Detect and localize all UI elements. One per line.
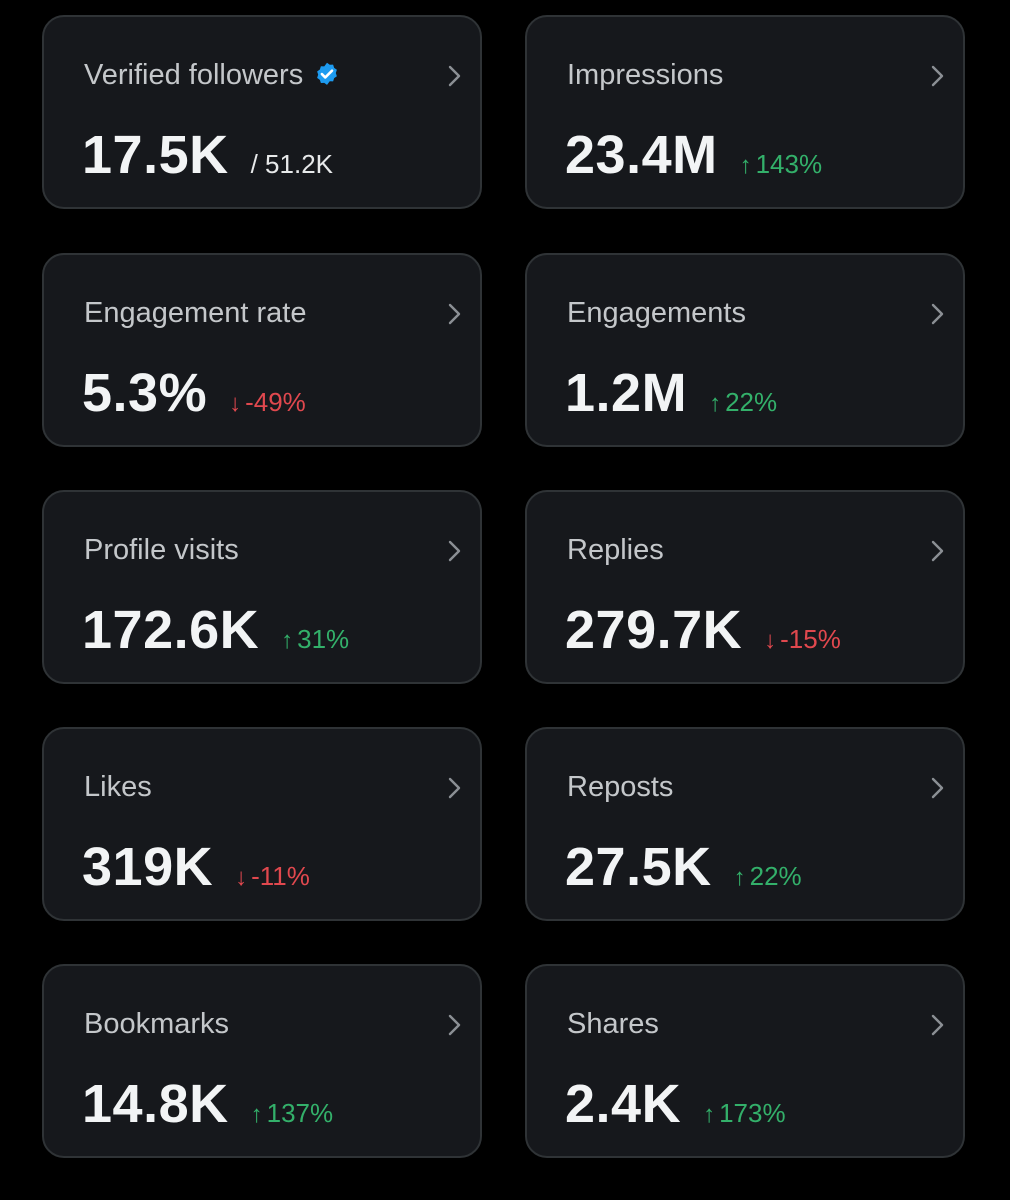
arrow-up-icon: ↑ (250, 1101, 263, 1128)
change-indicator: ↑ 22% (734, 861, 802, 892)
card-title: Impressions (567, 57, 723, 93)
chevron-right-icon (931, 540, 944, 562)
metric-value: 172.6K (82, 600, 260, 660)
change-percent: 173% (719, 1098, 786, 1128)
card-title-label: Reposts (567, 771, 674, 803)
arrow-down-icon: ↓ (764, 627, 777, 654)
change-indicator: ↑ 143% (740, 149, 823, 180)
chevron-right-icon (448, 65, 461, 87)
chevron-right-icon (448, 777, 461, 799)
card-title-label: Likes (84, 771, 152, 803)
card-shares[interactable]: Shares 2.4K ↑ 173% (525, 964, 965, 1158)
arrow-up-icon: ↑ (281, 627, 294, 654)
card-verified-followers[interactable]: Verified followers 17.5K / 51.2K (42, 15, 482, 209)
card-profile-visits[interactable]: Profile visits 172.6K ↑ 31% (42, 490, 482, 684)
chevron-right-icon (931, 65, 944, 87)
card-replies[interactable]: Replies 279.7K ↓ -15% (525, 490, 965, 684)
card-title: Profile visits (84, 532, 239, 568)
change-percent: 22% (749, 861, 802, 891)
chevron-right-icon (448, 1014, 461, 1036)
card-impressions[interactable]: Impressions 23.4M ↑ 143% (525, 15, 965, 209)
change-percent: -15% (780, 624, 841, 654)
card-title: Replies (567, 532, 664, 568)
change-percent: 31% (297, 624, 350, 654)
metric-value: 23.4M (565, 125, 718, 185)
change-indicator: ↑ 22% (709, 387, 777, 418)
chevron-right-icon (448, 303, 461, 325)
card-title-label: Engagement rate (84, 297, 307, 329)
change-indicator: ↑ 173% (703, 1098, 786, 1129)
arrow-down-icon: ↓ (229, 390, 242, 417)
metric-value: 27.5K (565, 837, 712, 897)
value-row: 14.8K ↑ 137% (82, 1074, 333, 1134)
card-engagement-rate[interactable]: Engagement rate 5.3% ↓ -49% (42, 253, 482, 447)
card-title: Engagement rate (84, 295, 306, 331)
value-row: 1.2M ↑ 22% (565, 363, 777, 423)
metric-value: 279.7K (565, 600, 743, 660)
chevron-right-icon (448, 540, 461, 562)
chevron-right-icon (931, 303, 944, 325)
arrow-down-icon: ↓ (235, 864, 248, 891)
change-percent: 143% (755, 149, 823, 179)
card-title-label: Verified followers (84, 59, 304, 91)
card-engagements[interactable]: Engagements 1.2M ↑ 22% (525, 253, 965, 447)
metric-value: 1.2M (565, 363, 688, 423)
card-title: Reposts (567, 769, 673, 805)
change-indicator: ↓ -11% (235, 861, 310, 892)
value-row: 27.5K ↑ 22% (565, 837, 802, 897)
chevron-right-icon (931, 777, 944, 799)
arrow-up-icon: ↑ (739, 152, 752, 179)
change-percent: 22% (725, 387, 778, 417)
card-title-label: Engagements (567, 297, 746, 329)
value-row: 319K ↓ -11% (82, 837, 310, 897)
metric-value: 17.5K (82, 125, 229, 185)
card-title-label: Impressions (567, 59, 724, 91)
value-row: 5.3% ↓ -49% (82, 363, 306, 423)
card-title: Bookmarks (84, 1006, 229, 1042)
arrow-up-icon: ↑ (703, 1101, 716, 1128)
metric-value: 319K (82, 837, 214, 897)
change-indicator: ↓ -49% (229, 387, 306, 418)
change-percent: -49% (245, 387, 306, 417)
change-percent: -11% (251, 861, 310, 891)
card-title: Engagements (567, 295, 746, 331)
card-title-label: Shares (567, 1008, 659, 1040)
value-row: 17.5K / 51.2K (82, 125, 333, 185)
arrow-up-icon: ↑ (733, 864, 746, 891)
change-indicator: ↓ -15% (764, 624, 841, 655)
change-percent: 137% (266, 1098, 334, 1128)
card-title: Shares (567, 1006, 659, 1042)
change-indicator: ↑ 31% (281, 624, 349, 655)
card-title-label: Profile visits (84, 534, 239, 566)
card-likes[interactable]: Likes 319K ↓ -11% (42, 727, 482, 921)
value-row: 279.7K ↓ -15% (565, 600, 841, 660)
card-title-label: Replies (567, 534, 664, 566)
value-row: 23.4M ↑ 143% (565, 125, 822, 185)
chevron-right-icon (931, 1014, 944, 1036)
value-row: 2.4K ↑ 173% (565, 1074, 786, 1134)
card-title: Likes (84, 769, 152, 805)
metric-value: 5.3% (82, 363, 208, 423)
card-title-label: Bookmarks (84, 1008, 230, 1040)
metric-total: / 51.2K (250, 149, 334, 179)
metric-value: 2.4K (565, 1074, 682, 1134)
arrow-up-icon: ↑ (709, 390, 722, 417)
verified-badge-icon (317, 62, 338, 85)
change-indicator: ↑ 137% (251, 1098, 334, 1129)
card-title: Verified followers (84, 57, 341, 93)
card-reposts[interactable]: Reposts 27.5K ↑ 22% (525, 727, 965, 921)
value-row: 172.6K ↑ 31% (82, 600, 349, 660)
metric-value: 14.8K (82, 1074, 229, 1134)
card-bookmarks[interactable]: Bookmarks 14.8K ↑ 137% (42, 964, 482, 1158)
